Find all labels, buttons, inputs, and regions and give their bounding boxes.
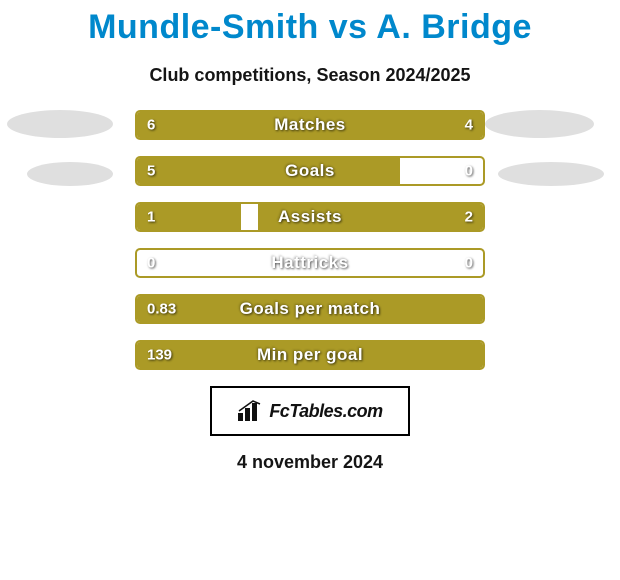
bar-left-fill	[137, 342, 483, 368]
stat-row: 12Assists	[135, 202, 485, 232]
left-value: 0	[147, 255, 155, 272]
chart-icon	[237, 400, 263, 422]
right-value: 0	[465, 163, 473, 180]
subtitle: Club competitions, Season 2024/2025	[0, 65, 620, 86]
player-portrait-placeholder	[7, 110, 113, 138]
player-portrait-placeholder	[27, 162, 113, 186]
right-value: 0	[465, 255, 473, 272]
fctables-logo: FcTables.com	[210, 386, 410, 436]
stat-row: 64Matches	[135, 110, 485, 140]
bar-left-fill	[137, 158, 400, 184]
stat-row: 0 0Hattricks	[135, 248, 485, 278]
player-portrait-placeholder	[498, 162, 604, 186]
bar-right-fill	[345, 112, 483, 138]
player-portrait-placeholder	[485, 110, 594, 138]
bar-right-fill	[258, 204, 483, 230]
bar-list: 64Matches50Goals12Assists00Hattricks0.83…	[135, 110, 485, 370]
stat-label: Hattricks	[137, 253, 483, 273]
comparison-chart: 64Matches50Goals12Assists00Hattricks0.83…	[0, 110, 620, 370]
stat-row: 0.83Goals per match	[135, 294, 485, 324]
stat-row: 139Min per goal	[135, 340, 485, 370]
bar-left-fill	[137, 296, 483, 322]
bar-left-fill	[137, 112, 345, 138]
stat-row: 50Goals	[135, 156, 485, 186]
date-label: 4 november 2024	[0, 452, 620, 473]
logo-text: FcTables.com	[269, 401, 382, 422]
bar-left-fill	[137, 204, 241, 230]
page-title: Mundle-Smith vs A. Bridge	[0, 0, 620, 47]
